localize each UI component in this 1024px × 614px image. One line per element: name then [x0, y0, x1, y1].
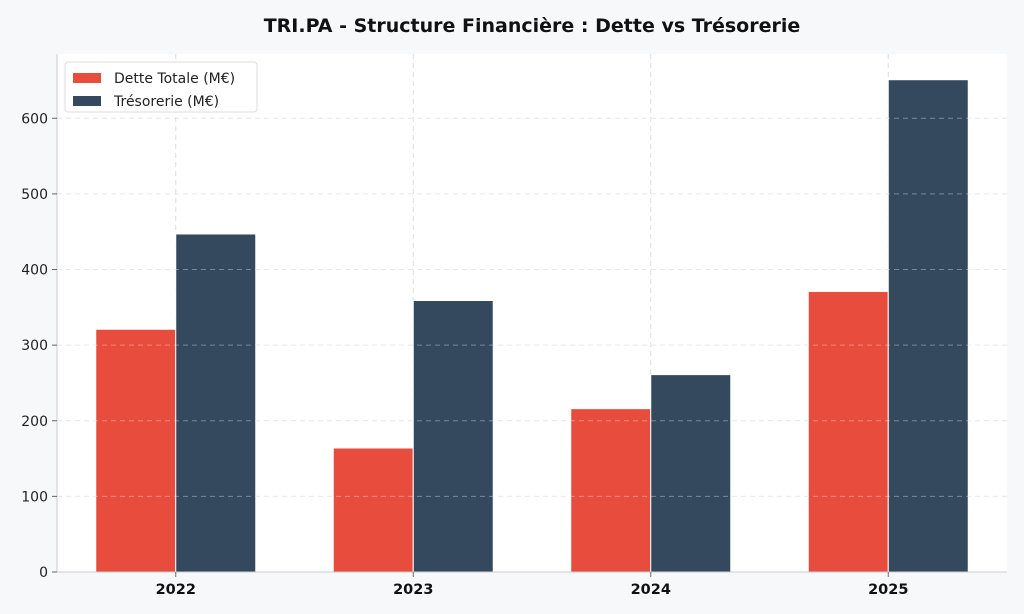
x-tick-label: 2025 [868, 582, 908, 598]
legend-swatch [73, 73, 101, 83]
legend-label: Dette Totale (M€) [114, 71, 235, 87]
x-tick-label: 2022 [156, 582, 196, 598]
bars [57, 79, 1007, 573]
y-tick-label: 500 [21, 187, 48, 203]
y-tick-label: 0 [39, 565, 48, 581]
legend-label: Trésorerie (M€) [113, 94, 219, 110]
chart-title: TRI.PA - Structure Financière : Dette vs… [264, 15, 801, 37]
bar [175, 233, 257, 573]
legend-box [64, 61, 258, 113]
bar [650, 374, 732, 573]
y-tick-label: 400 [21, 263, 48, 279]
bar [332, 447, 414, 573]
bar [807, 290, 889, 573]
x-tick-label: 2023 [393, 582, 433, 598]
y-tick-label: 300 [21, 338, 48, 354]
bar [95, 328, 177, 573]
bar [412, 300, 494, 573]
y-tick-label: 600 [21, 111, 48, 127]
x-tick-label: 2024 [631, 582, 671, 598]
y-tick-label: 200 [21, 414, 48, 430]
y-tick-label: 100 [21, 489, 48, 505]
axes: 0 100 200 300 400 500 600 2022 2023 2024 2025 [21, 54, 1007, 598]
legend: Dette Totale (M€) Trésorerie (M€) [64, 61, 258, 113]
bar [570, 408, 652, 573]
bar [887, 79, 969, 573]
legend-swatch [73, 96, 101, 106]
